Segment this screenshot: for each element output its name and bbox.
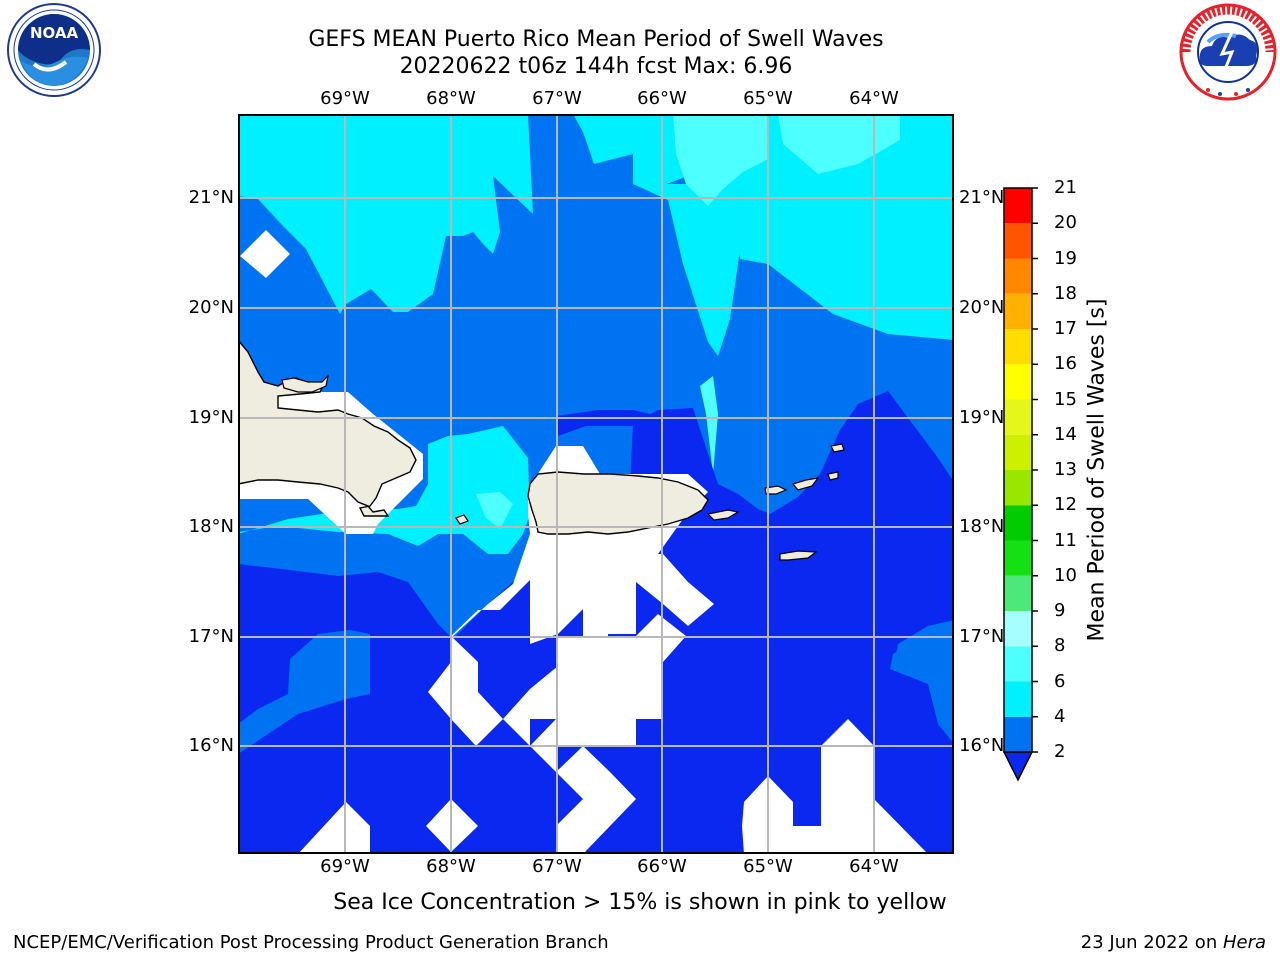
field-6-8s-patch — [778, 114, 900, 174]
colorbar-tick-label: 21 — [1054, 177, 1077, 198]
colorbar-tick-label: 18 — [1054, 282, 1077, 304]
colorbar-tick-label: 2 — [1054, 741, 1066, 762]
colorbar-segment — [1004, 681, 1032, 717]
lon-label-top: 67°W — [532, 88, 582, 109]
colorbar-tick-label: 20 — [1054, 212, 1077, 234]
colorbar-tick-label: 10 — [1054, 564, 1077, 586]
colorbar-tick-label: 12 — [1054, 494, 1077, 516]
field-2-4s-patch — [238, 630, 370, 754]
noaa-logo: NOAA — [7, 3, 101, 97]
colorbar-segment — [1004, 716, 1032, 752]
gridlines — [238, 114, 954, 854]
map-title: GEFS MEAN Puerto Rico Mean Period of Swe… — [308, 27, 884, 52]
colorbar — [1002, 187, 1038, 782]
lon-label-bottom: 66°W — [637, 856, 687, 877]
field-2-4s-patch — [890, 624, 954, 744]
colorbar-segment — [1004, 505, 1032, 541]
land-st-croix — [779, 550, 818, 561]
lat-label-left: 20°N — [188, 297, 234, 318]
land-virgin-islands — [791, 477, 820, 491]
masked-area — [240, 230, 290, 278]
lon-label-top: 68°W — [426, 88, 476, 109]
lat-label-right: 18°N — [959, 516, 1005, 537]
colorbar-segment — [1004, 646, 1032, 682]
lon-label-bottom: 68°W — [426, 856, 476, 877]
colorbar-segment — [1004, 223, 1032, 259]
masked-area — [298, 802, 370, 854]
colorbar-tick-label: 16 — [1054, 353, 1077, 375]
masked-area — [451, 609, 686, 772]
field-6-8s-patch — [700, 376, 718, 474]
land-anguilla — [830, 443, 845, 453]
nws-logo — [1179, 3, 1277, 101]
colorbar-segment — [1004, 329, 1032, 365]
colorbar-segment — [1004, 188, 1032, 224]
colorbar-tick-label: 14 — [1054, 423, 1077, 445]
lon-label-top: 65°W — [743, 88, 793, 109]
lon-label-bottom: 69°W — [320, 856, 370, 877]
field-6-8s-patch — [476, 492, 513, 529]
colorbar-tick-label: 4 — [1054, 705, 1066, 727]
masked-area — [556, 746, 636, 854]
colorbar-segment — [1004, 470, 1032, 506]
colorbar-tick-label: 17 — [1054, 318, 1077, 339]
lat-label-right: 19°N — [959, 407, 1005, 428]
lat-label-left: 19°N — [188, 407, 234, 428]
lat-label-left: 18°N — [188, 516, 234, 537]
colorbar-segment — [1004, 258, 1032, 294]
colorbar-segment — [1004, 540, 1032, 576]
lon-label-top: 66°W — [637, 88, 687, 109]
lat-label-left: 16°N — [188, 735, 234, 756]
colorbar-tick-label: 8 — [1054, 635, 1066, 657]
colorbar-tick-label: 9 — [1054, 600, 1066, 621]
lat-label-right: 20°N — [959, 297, 1005, 318]
colorbar-tick-label: 19 — [1054, 247, 1077, 269]
masked-area — [451, 534, 530, 636]
colorbar-segment — [1004, 364, 1032, 400]
lon-label-bottom: 64°W — [849, 856, 899, 877]
field-4-6s-lobe — [633, 184, 743, 356]
host-name: Hera — [1222, 932, 1266, 953]
generated-date-text: 23 Jun 2022 on — [1080, 932, 1223, 953]
land-vieques — [706, 509, 740, 521]
colorbar-tick-label: 13 — [1054, 459, 1077, 480]
colorbar-label: Mean Period of Swell Waves [s] — [1084, 298, 1110, 642]
lat-label-left: 21°N — [188, 187, 234, 208]
lat-label-left: 17°N — [188, 626, 234, 647]
map-subtitle: 20220622 t06z 144h fcst Max: 6.96 — [399, 54, 793, 79]
map-frame — [238, 114, 954, 854]
lat-label-right: 17°N — [959, 626, 1005, 647]
colorbar-segment — [1004, 575, 1032, 611]
land-virgin-islands — [764, 485, 788, 495]
colorbar-tick-label: 11 — [1054, 529, 1077, 551]
field-4-6s-north — [238, 114, 954, 340]
generated-date: 23 Jun 2022 on Hera — [1081, 932, 1266, 953]
land-hispaniola-north-detail — [281, 374, 329, 393]
sea-ice-note: Sea Ice Concentration > 15% is shown in … — [333, 890, 947, 915]
colorbar-tick-label: 15 — [1054, 388, 1077, 410]
colorbar-segment — [1004, 399, 1032, 435]
masked-area — [636, 554, 714, 626]
colorbar-segment — [1004, 293, 1032, 329]
colorbar-tick-label: 6 — [1054, 670, 1066, 692]
colorbar-segment — [1004, 611, 1032, 647]
svg-text:NOAA: NOAA — [30, 24, 79, 42]
lat-label-right: 16°N — [959, 735, 1005, 756]
masked-area — [742, 719, 928, 854]
lon-label-bottom: 67°W — [532, 856, 582, 877]
colorbar-extend-min — [1002, 751, 1034, 782]
swell-period-map — [238, 114, 954, 854]
land-mona-island — [455, 514, 469, 525]
lat-label-right: 21°N — [959, 187, 1005, 208]
land-virgin-islands — [827, 471, 839, 481]
lon-label-bottom: 65°W — [743, 856, 793, 877]
masked-area — [428, 636, 503, 746]
field-6-8s-patch — [673, 114, 768, 206]
lon-label-top: 64°W — [849, 88, 899, 109]
field-4-6s-south — [238, 426, 530, 554]
field-lt2s-north — [556, 410, 670, 436]
producer-credit: NCEP/EMC/Verification Post Processing Pr… — [13, 932, 609, 953]
lon-label-top: 69°W — [320, 88, 370, 109]
colorbar-segment — [1004, 434, 1032, 470]
